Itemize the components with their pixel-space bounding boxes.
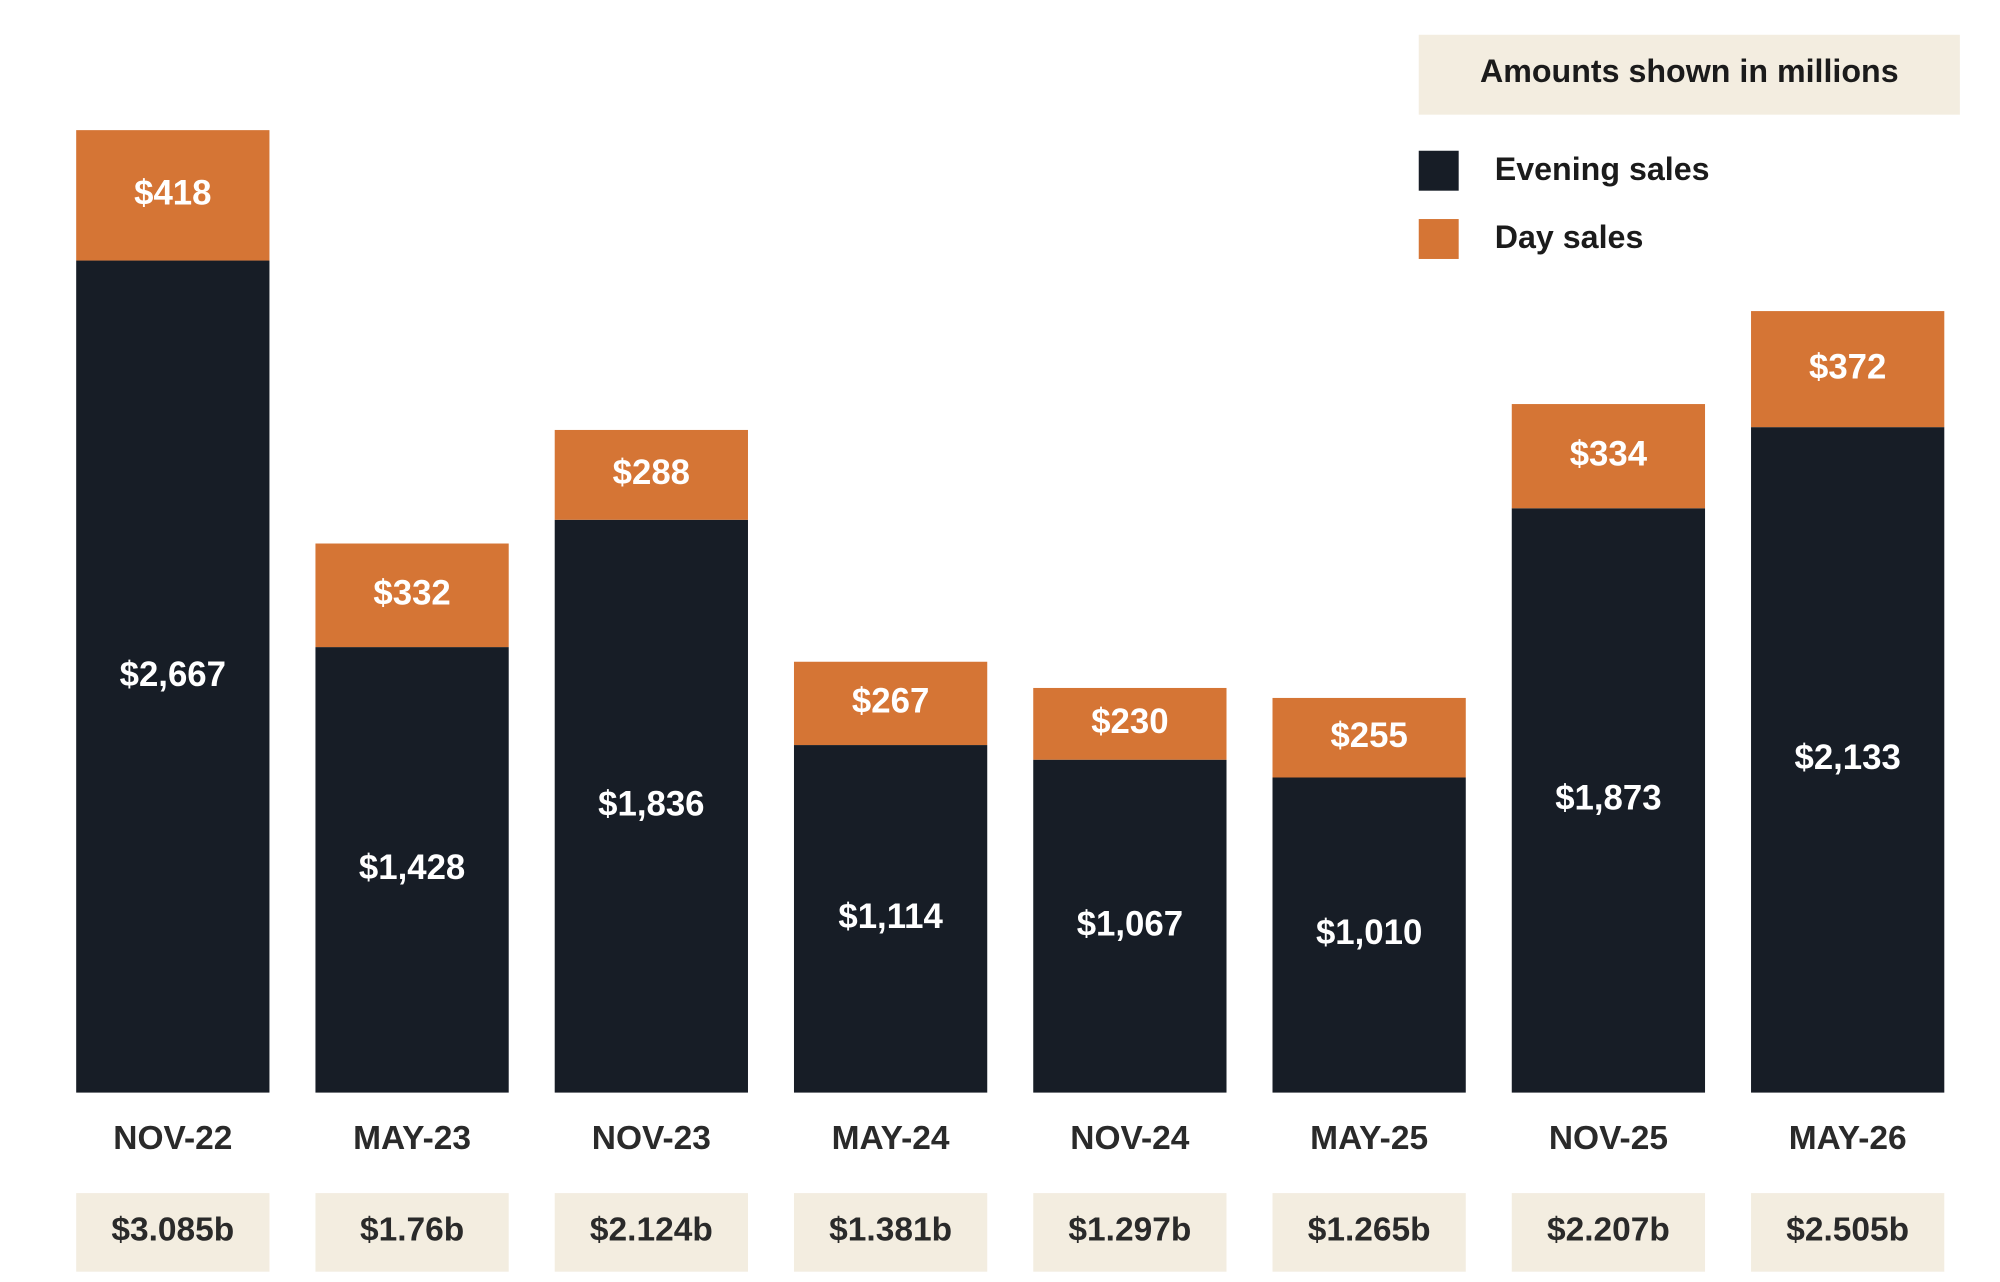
data-label: $267 [852,683,929,721]
data-label: $1,836 [598,785,704,823]
bar-segment [76,130,270,261]
x-tick-label: NOV-23 [592,1120,711,1157]
x-tick-label: NOV-22 [113,1120,232,1157]
bar-segment [793,745,988,1093]
data-label: $288 [613,454,690,492]
bar-segment [554,519,748,1093]
data-label: $1,873 [1555,780,1661,818]
x-tick-label: MAY-24 [832,1120,950,1157]
x-tick-label: NOV-25 [1549,1120,1668,1157]
data-label: $1,428 [359,849,465,887]
data-label: $1,114 [838,898,943,936]
total-label: $2.207b [1547,1212,1670,1249]
data-label: $1,010 [1316,914,1422,952]
total-label: $1.297b [1068,1212,1191,1249]
bar-segment [554,429,748,520]
total-box [1272,1193,1466,1272]
annotation-box [1418,34,1960,115]
bar-segment [1511,404,1706,509]
bar-segment [1751,311,1945,428]
total-box [1511,1193,1706,1272]
legend-label: Day sales [1495,219,1644,255]
total-label: $2.505b [1786,1212,1909,1249]
bar-segment [793,661,988,746]
bar-segment [315,647,509,1093]
total-box [554,1193,748,1272]
data-label: $332 [373,574,450,612]
total-box [793,1193,988,1272]
data-label: $372 [1809,348,1886,386]
total-label: $1.381b [829,1212,952,1249]
x-tick-label: MAY-26 [1789,1120,1907,1157]
total-label: $1.76b [360,1212,464,1249]
data-label: $334 [1570,435,1648,473]
total-box [1751,1193,1945,1272]
data-label: $2,667 [120,656,226,694]
total-label: $3.085b [111,1212,234,1249]
data-label: $2,133 [1794,739,1900,777]
bar-segment [76,260,270,1093]
bar-segment [1033,687,1227,760]
bar-segment [1511,508,1706,1093]
data-label: $255 [1330,717,1407,755]
data-label: $230 [1091,703,1168,741]
data-label: $418 [134,175,211,213]
legend-swatch [1418,219,1459,259]
x-tick-label: MAY-23 [353,1120,471,1157]
bar-segment [1272,697,1466,778]
total-label: $1.265b [1308,1212,1431,1249]
bar-segment [1751,427,1945,1093]
bar-segment [1272,777,1466,1093]
bar-segment [1033,759,1227,1093]
bar-segment [315,543,509,648]
x-tick-label: MAY-25 [1310,1120,1428,1157]
annotation: Amounts shown in millions [1480,53,1899,89]
legend-label: Evening sales [1495,151,1710,187]
total-box [76,1193,270,1272]
data-label: $1,067 [1077,905,1183,943]
x-tick-label: NOV-24 [1070,1120,1189,1157]
total-box [315,1193,509,1272]
total-box [1033,1193,1227,1272]
legend-swatch [1418,150,1459,191]
total-label: $2.124b [590,1212,713,1249]
